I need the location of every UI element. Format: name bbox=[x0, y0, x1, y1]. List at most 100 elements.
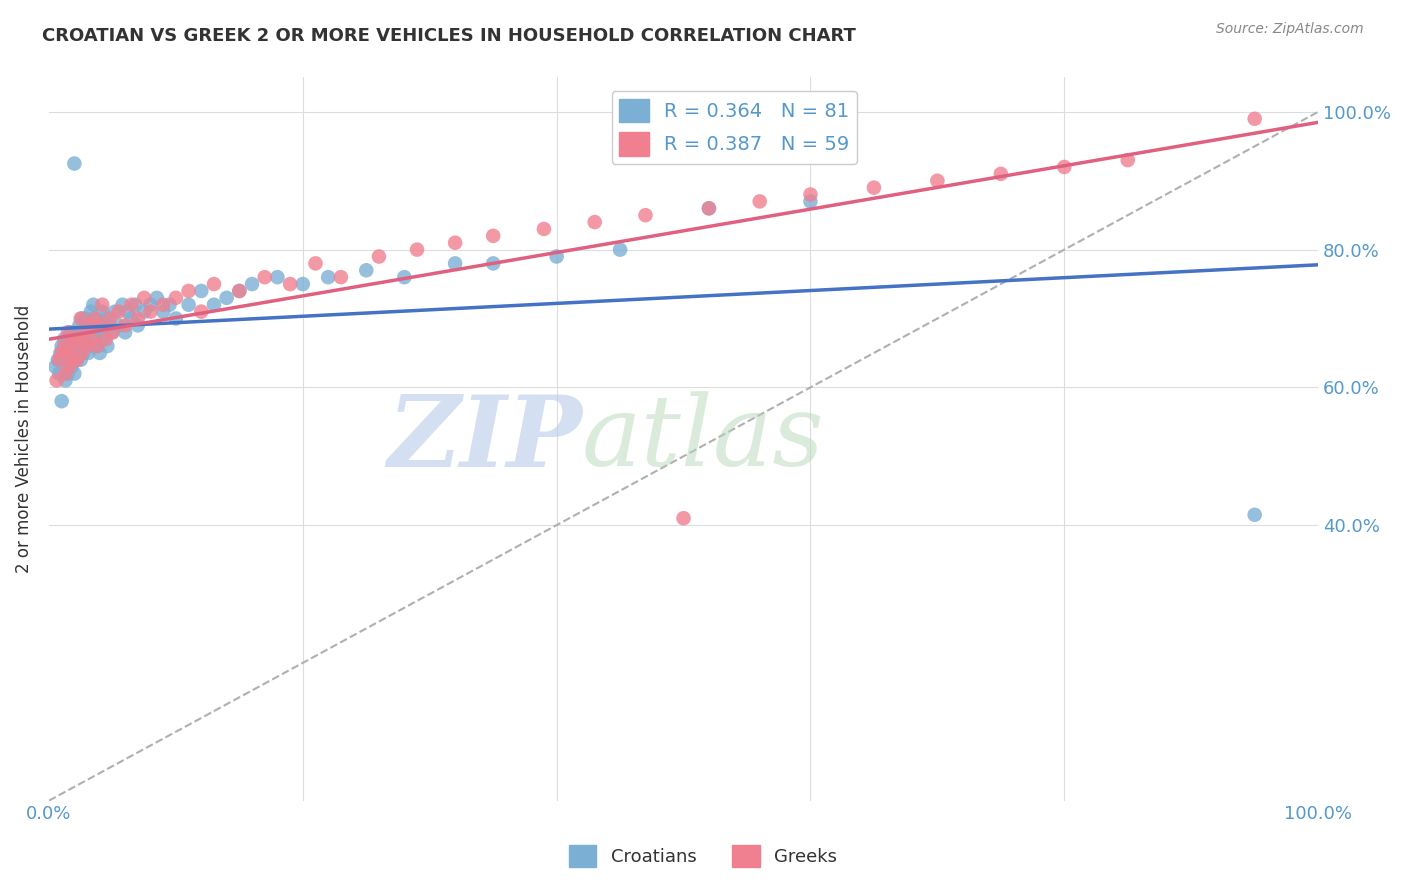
Point bbox=[53, 339, 76, 353]
Point bbox=[101, 326, 124, 340]
Point bbox=[86, 339, 108, 353]
Point bbox=[82, 339, 104, 353]
Point bbox=[291, 277, 314, 291]
Point bbox=[316, 270, 339, 285]
Point bbox=[329, 270, 352, 285]
Point bbox=[55, 374, 77, 388]
Point bbox=[89, 318, 111, 333]
Point bbox=[240, 277, 263, 291]
Point bbox=[76, 339, 98, 353]
Point bbox=[799, 194, 821, 209]
Point bbox=[63, 346, 86, 360]
Point bbox=[799, 187, 821, 202]
Point bbox=[51, 346, 73, 360]
Point bbox=[190, 304, 212, 318]
Point bbox=[45, 374, 67, 388]
Point bbox=[444, 235, 467, 250]
Point bbox=[748, 194, 770, 209]
Point bbox=[1243, 508, 1265, 522]
Point bbox=[990, 167, 1012, 181]
Point bbox=[159, 298, 181, 312]
Point bbox=[114, 318, 136, 333]
Point bbox=[406, 243, 429, 257]
Point bbox=[96, 339, 118, 353]
Point bbox=[356, 263, 378, 277]
Point bbox=[84, 311, 107, 326]
Point bbox=[73, 332, 96, 346]
Point bbox=[93, 332, 115, 346]
Point bbox=[82, 318, 104, 333]
Point bbox=[583, 215, 606, 229]
Point bbox=[107, 318, 129, 333]
Point bbox=[1053, 160, 1076, 174]
Text: ZIP: ZIP bbox=[387, 391, 582, 487]
Point bbox=[66, 352, 89, 367]
Point bbox=[82, 298, 104, 312]
Point bbox=[177, 298, 200, 312]
Point bbox=[75, 311, 97, 326]
Point bbox=[63, 332, 86, 346]
Point bbox=[482, 228, 505, 243]
Point bbox=[304, 256, 326, 270]
Point bbox=[62, 352, 84, 367]
Point bbox=[139, 304, 162, 318]
Point bbox=[60, 339, 83, 353]
Point bbox=[63, 156, 86, 170]
Point bbox=[53, 332, 76, 346]
Point bbox=[672, 511, 695, 525]
Point bbox=[86, 339, 108, 353]
Point bbox=[177, 284, 200, 298]
Point bbox=[79, 318, 101, 333]
Point bbox=[48, 367, 70, 381]
Point bbox=[165, 291, 187, 305]
Point bbox=[58, 359, 80, 374]
Point bbox=[121, 298, 143, 312]
Point bbox=[79, 326, 101, 340]
Point bbox=[83, 332, 105, 346]
Point bbox=[94, 332, 117, 346]
Point bbox=[134, 291, 156, 305]
Point bbox=[67, 339, 90, 353]
Point bbox=[80, 304, 103, 318]
Point bbox=[51, 339, 73, 353]
Point bbox=[44, 359, 66, 374]
Point bbox=[278, 277, 301, 291]
Point bbox=[134, 304, 156, 318]
Point bbox=[65, 326, 87, 340]
Point bbox=[55, 346, 77, 360]
Point bbox=[165, 311, 187, 326]
Point bbox=[48, 352, 70, 367]
Point bbox=[63, 367, 86, 381]
Point bbox=[72, 346, 94, 360]
Point bbox=[60, 359, 83, 374]
Point bbox=[228, 284, 250, 298]
Point bbox=[533, 222, 555, 236]
Point bbox=[98, 318, 121, 333]
Point bbox=[104, 304, 127, 318]
Point bbox=[56, 332, 79, 346]
Point bbox=[697, 202, 720, 216]
Point bbox=[70, 311, 93, 326]
Point bbox=[202, 298, 225, 312]
Point bbox=[62, 339, 84, 353]
Point bbox=[70, 346, 93, 360]
Point bbox=[482, 256, 505, 270]
Point bbox=[146, 291, 169, 305]
Point bbox=[863, 180, 886, 194]
Point bbox=[190, 284, 212, 298]
Point bbox=[49, 346, 72, 360]
Point bbox=[94, 311, 117, 326]
Point bbox=[697, 202, 720, 216]
Point bbox=[98, 311, 121, 326]
Point bbox=[202, 277, 225, 291]
Point bbox=[82, 332, 104, 346]
Point bbox=[266, 270, 288, 285]
Point bbox=[51, 394, 73, 409]
Point bbox=[127, 311, 149, 326]
Point bbox=[117, 304, 139, 318]
Point bbox=[69, 311, 91, 326]
Point bbox=[67, 318, 90, 333]
Point bbox=[83, 311, 105, 326]
Point bbox=[394, 270, 416, 285]
Point bbox=[368, 250, 391, 264]
